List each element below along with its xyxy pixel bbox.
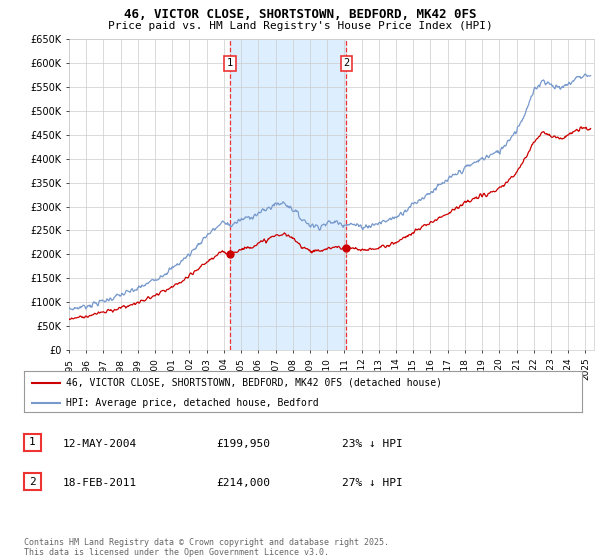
Text: HPI: Average price, detached house, Bedford: HPI: Average price, detached house, Bedf… [66,398,319,408]
Text: 27% ↓ HPI: 27% ↓ HPI [342,478,403,488]
Text: 1: 1 [227,58,233,68]
Text: 1: 1 [29,437,36,447]
Text: Contains HM Land Registry data © Crown copyright and database right 2025.
This d: Contains HM Land Registry data © Crown c… [24,538,389,557]
Text: 12-MAY-2004: 12-MAY-2004 [63,438,137,449]
Text: 2: 2 [29,477,36,487]
Text: £214,000: £214,000 [216,478,270,488]
Text: £199,950: £199,950 [216,438,270,449]
Text: 2: 2 [343,58,350,68]
Text: Price paid vs. HM Land Registry's House Price Index (HPI): Price paid vs. HM Land Registry's House … [107,21,493,31]
Text: 23% ↓ HPI: 23% ↓ HPI [342,438,403,449]
Bar [230,39,346,350]
Text: 46, VICTOR CLOSE, SHORTSTOWN, BEDFORD, MK42 0FS: 46, VICTOR CLOSE, SHORTSTOWN, BEDFORD, M… [124,8,476,21]
Text: 46, VICTOR CLOSE, SHORTSTOWN, BEDFORD, MK42 0FS (detached house): 46, VICTOR CLOSE, SHORTSTOWN, BEDFORD, M… [66,377,442,388]
Text: 18-FEB-2011: 18-FEB-2011 [63,478,137,488]
